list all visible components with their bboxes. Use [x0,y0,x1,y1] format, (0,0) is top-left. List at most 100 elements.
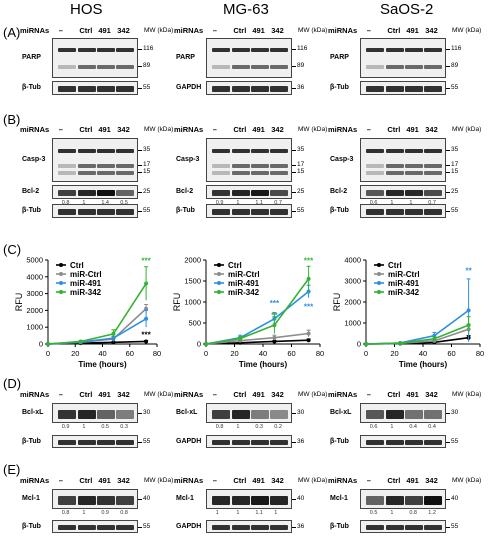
y-tick-label: 4000 [344,256,361,265]
lane-header-2: 491 [252,125,265,134]
mirnas-label: miRNAs [20,476,50,485]
mw-tick [138,441,142,443]
column-title-mg63: MG-63 [223,1,269,18]
blot-image [360,38,446,78]
protein-band [405,85,424,93]
protein-band [57,149,76,154]
mw-marker: 30 [297,409,305,416]
lane-header-3: 342 [425,476,438,485]
data-point [272,323,277,328]
lane-header-2: 491 [252,476,265,485]
mw-marker: 35 [451,146,459,154]
protein-band [270,85,289,93]
protein-band [116,65,135,69]
protein-band [386,409,405,419]
lane-header-0: – [366,390,371,399]
blot-image [206,185,292,199]
mw-tick [138,88,142,89]
protein-band [211,208,230,216]
quantification-value: 1 [215,510,219,516]
mw-header: MW (kDa) [298,126,328,133]
blot-row-label: Bcl-xL [176,409,198,416]
mw-tick [446,211,450,212]
protein-band [251,189,270,197]
lane-header-1: Ctrl [79,476,93,485]
protein-band [365,208,384,216]
y-axis-label: RFU [332,293,342,312]
lane-header-3: 342 [271,26,284,35]
protein-band [405,171,424,176]
protein-band [78,524,97,531]
protein-band [405,149,424,154]
data-point [466,323,471,328]
mw-marker: 55 [143,437,151,445]
quantification-value: 0.5 [120,200,128,206]
line-chart: 0 1000 2000 3000 4000 0 20 40 60 80 RFU Time (hours… [332,256,484,370]
mw-tick [138,211,142,212]
significance-marker: *** [304,256,314,265]
protein-band [386,439,405,446]
mw-tick [292,499,296,500]
protein-band [211,409,230,419]
protein-band [405,495,424,505]
protein-band [424,208,443,216]
lane-header-0: – [58,26,63,35]
protein-band [211,495,230,505]
series-line [365,324,469,345]
protein-band [251,439,270,446]
blot-image [52,204,138,218]
protein-band [211,439,230,446]
lane-header-2: 491 [98,390,111,399]
protein-band [97,171,116,176]
lane-header-0: – [366,476,371,485]
protein-band [116,439,135,446]
blot-row-label: β-Tub [22,437,41,445]
quantification-value: 0.4 [428,424,436,430]
lane-header-3: 342 [117,476,130,485]
protein-band [57,208,76,216]
protein-band [424,65,443,69]
mw-marker: 17 [451,161,459,169]
y-tick-label: 0 [357,340,361,349]
protein-band [97,208,116,216]
y-axis-label: RFU [14,293,24,312]
mw-marker: 55 [297,207,305,214]
lane-header-1: Ctrl [79,26,93,35]
quantification-value: 0.3 [255,424,263,430]
blot-row-label: β-Tub [22,84,41,91]
legend-marker [217,290,221,294]
y-tick-label: 1000 [26,323,43,332]
legend-marker [59,290,63,294]
blot-row-label: Bcl-2 [176,188,194,195]
mw-tick [292,88,296,89]
blot-image [52,185,138,199]
protein-band [97,495,116,505]
protein-band [365,439,384,446]
mw-tick [292,165,296,167]
quantification-value: 1.1 [255,200,263,206]
y-tick-label: 1000 [184,298,201,307]
blot-image [52,81,138,95]
lane-header-2: 491 [406,390,419,399]
mw-tick [446,192,450,193]
series-line [365,309,470,345]
protein-band [405,164,424,169]
protein-band [424,164,443,169]
protein-band [365,85,384,93]
protein-band [270,189,289,197]
protein-band [97,439,116,446]
lane-header-1: Ctrl [387,125,401,134]
protein-band [211,164,230,169]
lane-header-1: Ctrl [233,26,247,35]
mw-marker: 55 [451,207,459,214]
protein-band [270,524,289,531]
protein-band [57,65,76,69]
x-tick-label: 80 [316,349,324,358]
blot-row-label: β-Tub [176,207,195,214]
blot-row-label: β-Tub [22,522,41,530]
legend-label: Ctrl [70,261,84,270]
protein-band [270,409,289,419]
mirnas-label: miRNAs [328,476,358,485]
protein-band [232,171,251,176]
significance-marker: *** [141,330,151,339]
